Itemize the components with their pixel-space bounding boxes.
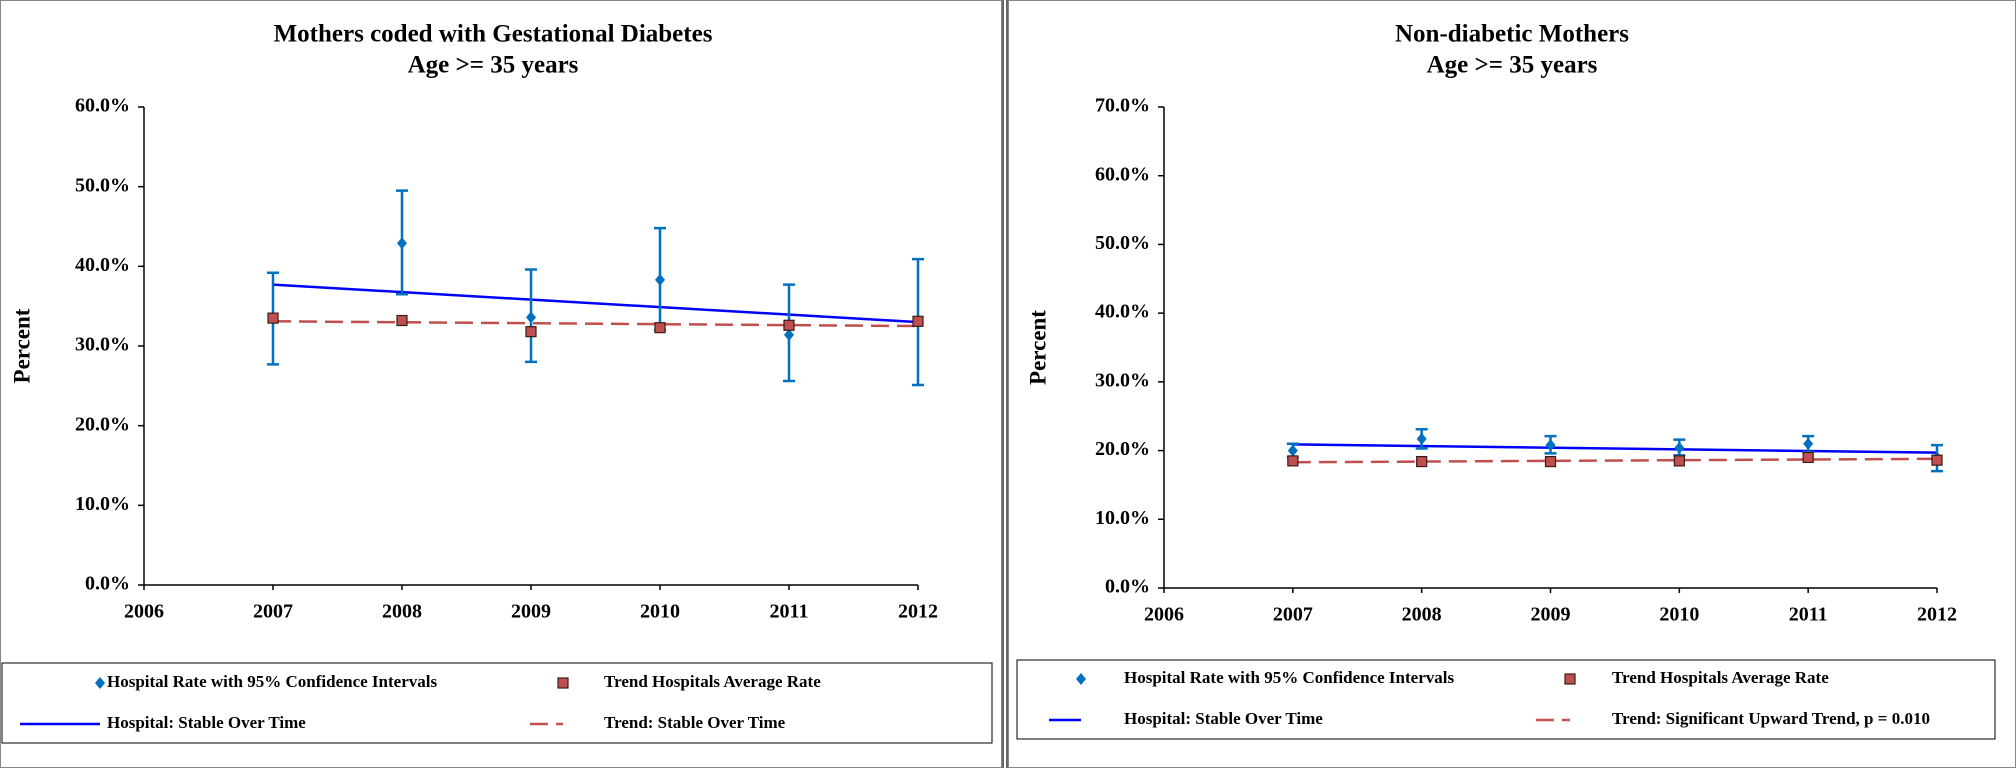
data-point bbox=[397, 237, 407, 250]
x-tick-label: 2011 bbox=[770, 601, 809, 623]
legend-marker bbox=[95, 677, 105, 689]
x-tick-label: 2009 bbox=[1531, 604, 1571, 626]
legend-box bbox=[1016, 659, 1996, 740]
legend-label: Trend Hospitals Average Rate bbox=[1612, 668, 1829, 687]
chart-title: Non-diabetic Mothers bbox=[1395, 21, 1629, 48]
legend-label: Trend: Significant Upward Trend, p = 0.0… bbox=[1612, 709, 1930, 728]
legend-marker bbox=[1564, 673, 1576, 685]
x-tick-label: 2010 bbox=[640, 601, 680, 623]
data-point bbox=[525, 326, 537, 338]
y-tick-label: 60.0% bbox=[75, 95, 130, 117]
data-point bbox=[654, 322, 666, 334]
legend-marker bbox=[557, 677, 569, 689]
chart-subtitle: Age >= 35 years bbox=[408, 52, 579, 79]
panel-frame bbox=[1008, 0, 2016, 768]
data-point bbox=[1287, 444, 1298, 457]
legend-label: Hospital Rate with 95% Confidence Interv… bbox=[1124, 668, 1454, 687]
x-tick-label: 2008 bbox=[382, 601, 422, 623]
x-tick-label: 2007 bbox=[1273, 604, 1313, 626]
data-point bbox=[1287, 455, 1299, 467]
y-tick-label: 40.0% bbox=[1095, 301, 1150, 323]
data-point bbox=[912, 315, 924, 327]
data-point bbox=[783, 319, 795, 331]
y-tick-label: 70.0% bbox=[1095, 95, 1150, 117]
x-tick-label: 2007 bbox=[253, 601, 293, 623]
data-point bbox=[396, 314, 408, 327]
x-tick-label: 2012 bbox=[898, 601, 938, 623]
y-tick-label: 0.0% bbox=[85, 573, 130, 595]
data-point bbox=[1545, 439, 1556, 452]
data-point bbox=[1544, 455, 1557, 468]
legend-label: Trend Hospitals Average Rate bbox=[604, 672, 821, 691]
data-point bbox=[526, 311, 536, 324]
y-tick-label: 20.0% bbox=[1095, 438, 1150, 460]
legend-marker bbox=[1076, 673, 1086, 685]
y-tick-label: 0.0% bbox=[1105, 576, 1150, 598]
legend-label: Hospital Rate with 95% Confidence Interv… bbox=[107, 672, 437, 691]
chart-title: Mothers coded with Gestational Diabetes bbox=[274, 21, 713, 48]
y-tick-label: 50.0% bbox=[75, 174, 130, 196]
legend-label: Hospital: Stable Over Time bbox=[1124, 709, 1323, 728]
legend-label: Trend: Stable Over Time bbox=[604, 713, 786, 732]
y-tick-label: 40.0% bbox=[75, 254, 130, 276]
x-tick-label: 2009 bbox=[511, 601, 551, 623]
x-tick-label: 2011 bbox=[1789, 604, 1828, 626]
data-point bbox=[267, 312, 279, 324]
trend-line bbox=[272, 283, 919, 324]
x-tick-label: 2008 bbox=[1402, 604, 1442, 626]
data-point bbox=[655, 273, 665, 286]
y-tick-label: 30.0% bbox=[1095, 369, 1150, 391]
data-point bbox=[1416, 455, 1428, 468]
chart-subtitle: Age >= 35 years bbox=[1427, 52, 1598, 79]
data-point bbox=[1673, 455, 1685, 467]
legend-box bbox=[1, 662, 993, 744]
data-point bbox=[1416, 432, 1427, 445]
x-tick-label: 2012 bbox=[1917, 604, 1957, 626]
y-axis-label: Percent bbox=[1025, 310, 1050, 385]
y-tick-label: 10.0% bbox=[75, 493, 130, 515]
y-tick-label: 50.0% bbox=[1095, 232, 1150, 254]
x-tick-label: 2006 bbox=[124, 601, 164, 623]
panel-frame bbox=[0, 0, 1002, 768]
x-tick-label: 2010 bbox=[1659, 604, 1699, 626]
legend-label: Hospital: Stable Over Time bbox=[107, 713, 306, 732]
trend-line bbox=[1292, 457, 1938, 464]
data-point bbox=[1802, 451, 1814, 464]
data-point bbox=[784, 328, 794, 341]
trend-line bbox=[272, 320, 919, 328]
y-axis-label: Percent bbox=[9, 308, 34, 383]
data-point bbox=[1674, 441, 1685, 454]
data-point bbox=[1803, 437, 1814, 450]
y-tick-label: 20.0% bbox=[75, 413, 130, 435]
trend-line bbox=[1292, 443, 1938, 454]
y-tick-label: 10.0% bbox=[1095, 507, 1150, 529]
x-tick-label: 2006 bbox=[1144, 604, 1184, 626]
data-point bbox=[1931, 454, 1943, 466]
y-tick-label: 30.0% bbox=[75, 334, 130, 356]
y-tick-label: 60.0% bbox=[1095, 163, 1150, 185]
